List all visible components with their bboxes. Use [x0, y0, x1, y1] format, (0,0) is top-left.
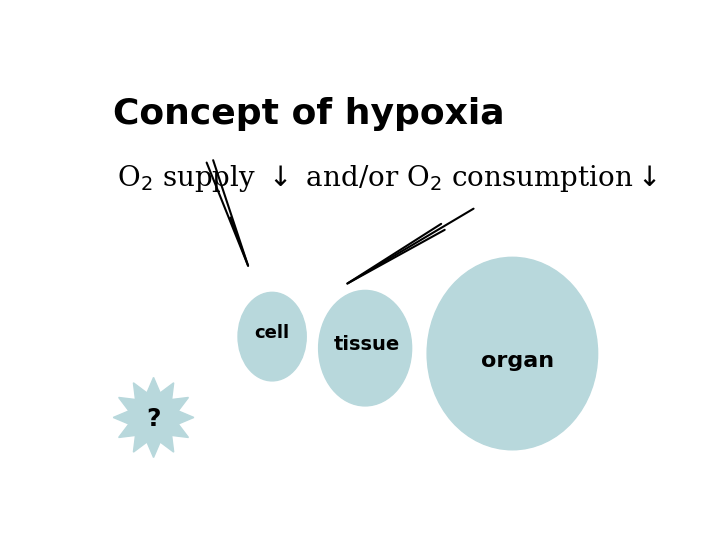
Text: Concept of hypoxia: Concept of hypoxia: [113, 97, 505, 131]
Ellipse shape: [319, 291, 412, 406]
Ellipse shape: [238, 292, 306, 381]
Ellipse shape: [427, 257, 598, 450]
Text: cell: cell: [255, 324, 289, 342]
Text: ?: ?: [146, 407, 161, 431]
Text: tissue: tissue: [333, 335, 400, 354]
Polygon shape: [113, 377, 194, 457]
Text: organ: organ: [481, 351, 554, 372]
Text: O$_2$ supply $\downarrow$ and/or O$_2$ consumption$\downarrow$: O$_2$ supply $\downarrow$ and/or O$_2$ c…: [117, 163, 657, 194]
